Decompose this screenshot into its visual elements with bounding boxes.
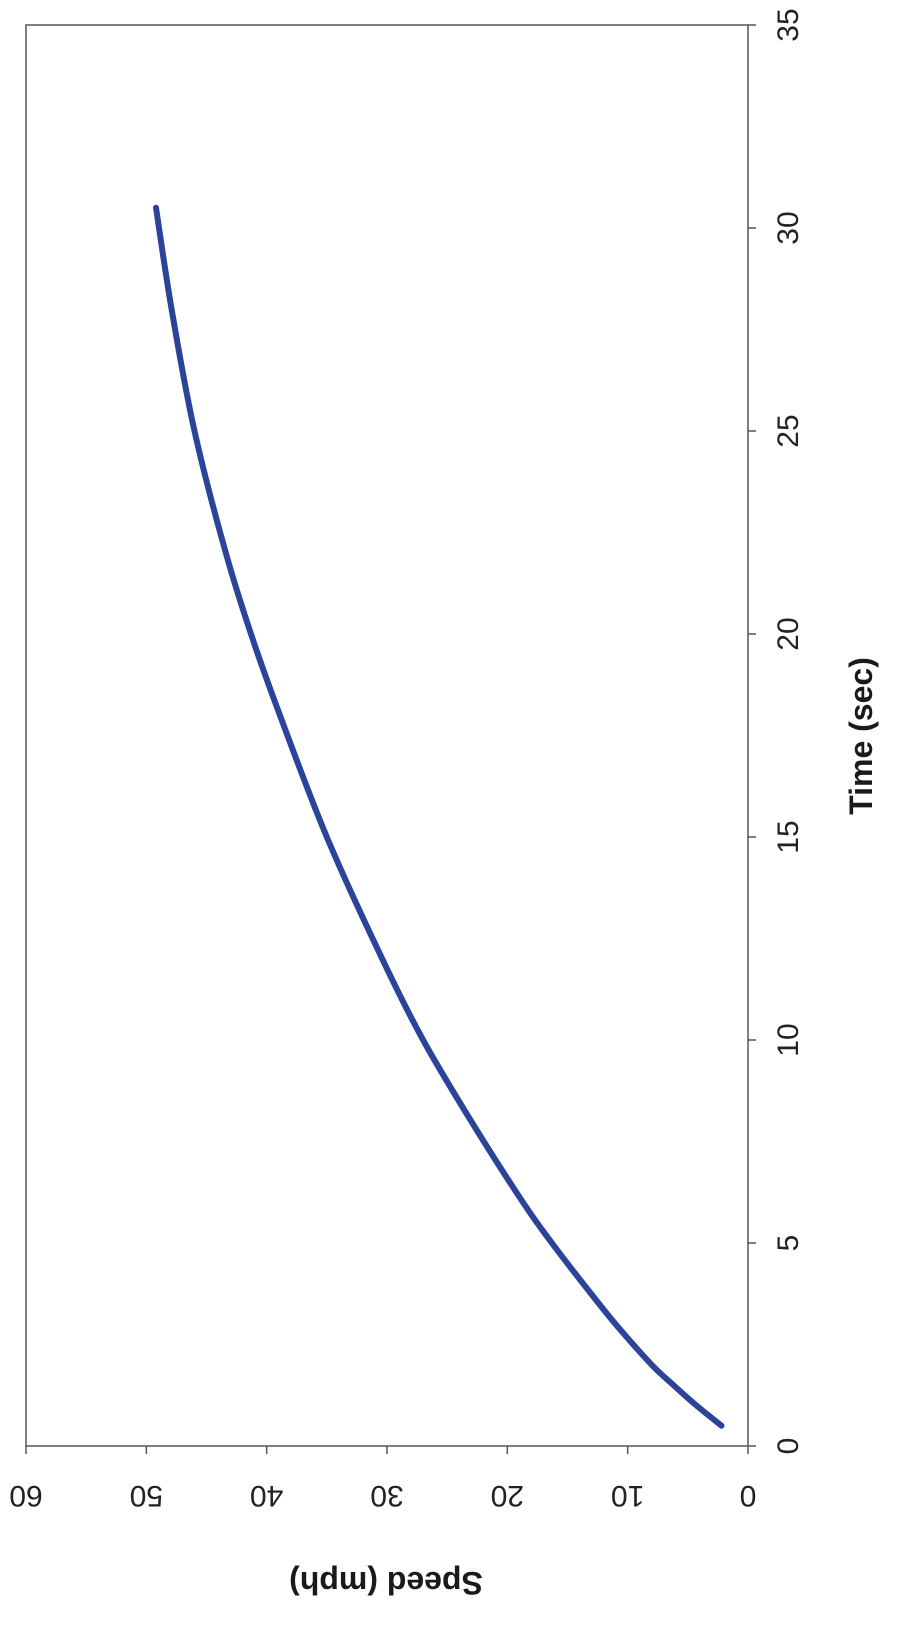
y-axis-ticks: 0 10 20 30 40 50 60 — [9, 1446, 756, 1512]
x-tick-label: 10 — [772, 1023, 805, 1056]
x-tick-label: 25 — [772, 414, 805, 447]
x-tick-label: 35 — [772, 8, 805, 41]
y-tick-label: 30 — [370, 1479, 403, 1512]
x-tick-label: 30 — [772, 211, 805, 244]
x-tick-label: 5 — [772, 1235, 805, 1252]
y-axis-title: Speed (mph) — [289, 1565, 483, 1601]
y-tick-label: 60 — [9, 1479, 42, 1512]
y-tick-label: 10 — [611, 1479, 644, 1512]
speed-series-line — [153, 204, 725, 1429]
y-tick-label: 50 — [130, 1479, 163, 1512]
y-tick-label: 40 — [250, 1479, 283, 1512]
x-axis-title: Time (sec) — [843, 657, 879, 815]
x-axis-ticks: 0 5 10 15 20 25 30 35 — [748, 8, 805, 1454]
y-tick-label: 20 — [491, 1479, 524, 1512]
x-tick-label: 0 — [772, 1438, 805, 1455]
x-tick-label: 15 — [772, 820, 805, 853]
y-tick-label: 0 — [740, 1479, 757, 1512]
x-tick-label: 20 — [772, 617, 805, 650]
plot-frame — [25, 24, 749, 1447]
